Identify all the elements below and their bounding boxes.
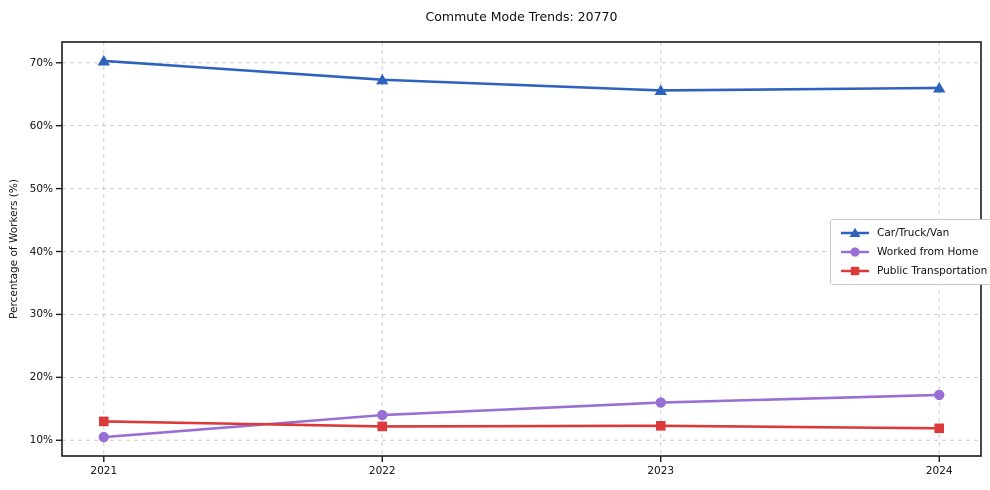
legend-item: Car/Truck/Van bbox=[840, 227, 987, 239]
square-marker bbox=[98, 416, 109, 427]
y-tick-label: 30% bbox=[29, 308, 53, 321]
x-tick-label: 2021 bbox=[90, 465, 118, 477]
y-tick-label: 20% bbox=[29, 371, 53, 384]
square-marker bbox=[377, 421, 388, 432]
chart-title: Commute Mode Trends: 20770 bbox=[425, 9, 618, 24]
legend-square-icon bbox=[841, 266, 869, 276]
triangle-marker bbox=[376, 73, 389, 85]
series-line bbox=[102, 420, 941, 430]
circle-marker bbox=[655, 397, 666, 408]
legend-label: Worked from Home bbox=[877, 246, 979, 258]
legend-circle-icon bbox=[841, 247, 869, 257]
circle-marker bbox=[934, 389, 945, 401]
series-line bbox=[102, 59, 941, 92]
legend-triangle-icon bbox=[841, 227, 869, 237]
x-tick-label: 2024 bbox=[925, 465, 953, 477]
triangle-marker bbox=[933, 81, 946, 93]
y-tick-label: 50% bbox=[29, 182, 53, 195]
legend-item: Public Transportation bbox=[840, 265, 987, 277]
y-tick-label: 10% bbox=[29, 434, 53, 447]
y-tick-label: 40% bbox=[29, 245, 53, 258]
square-marker bbox=[934, 423, 945, 434]
circle-marker bbox=[98, 431, 109, 443]
triangle-marker bbox=[97, 54, 110, 66]
y-tick-label: 60% bbox=[29, 119, 53, 132]
legend-label: Public Transportation bbox=[877, 265, 988, 277]
x-tick-label: 2022 bbox=[368, 465, 396, 477]
triangle-marker bbox=[654, 84, 667, 96]
legend-label: Car/Truck/Van bbox=[877, 227, 950, 239]
y-tick-label: 70% bbox=[29, 56, 53, 69]
legend: Car/Truck/Van Worked from Home Public Tran… bbox=[830, 219, 990, 285]
series-line bbox=[102, 393, 941, 439]
circle-marker bbox=[377, 409, 388, 421]
square-marker bbox=[655, 420, 666, 431]
x-tick-label: 2023 bbox=[647, 465, 675, 477]
legend-item: Worked from Home bbox=[840, 246, 987, 258]
